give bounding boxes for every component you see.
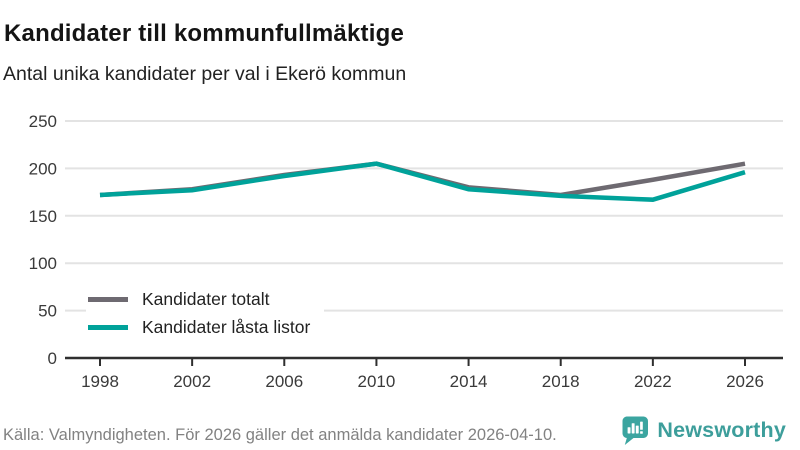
source-note: Källa: Valmyndigheten. För 2026 gäller d…: [3, 426, 557, 444]
x-tick-label: 2022: [634, 372, 672, 391]
x-tick-label: 2006: [265, 372, 303, 391]
series-lines: [99, 161, 746, 202]
y-tick-label: 150: [29, 207, 57, 226]
y-tick-label: 100: [29, 254, 57, 273]
y-tick-label: 50: [38, 302, 57, 321]
legend-item-kandidater-lasta-listor: Kandidater låsta listor: [88, 313, 311, 341]
newsworthy-speech-bubble-bar-chart-icon: [622, 416, 649, 445]
x-tick-label: 2002: [173, 372, 211, 391]
legend-label-total: Kandidater totalt: [142, 288, 270, 309]
legend-swatch-locked-lists-line: [88, 324, 128, 330]
series-line-1: [99, 161, 746, 202]
x-tick-label: 2014: [450, 372, 488, 391]
newsworthy-wordmark: Newsworthy: [657, 417, 786, 442]
x-tick-label: 2026: [726, 372, 764, 391]
y-tick-label: 0: [48, 349, 57, 368]
gridlines: [65, 120, 783, 312]
x-tick-label: 1998: [81, 372, 119, 391]
x-axis: [65, 356, 783, 366]
y-tick-label: 200: [29, 159, 57, 178]
chart-subtitle: Antal unika kandidater per val i Ekerö k…: [3, 63, 407, 85]
legend-item-kandidater-totalt: Kandidater totalt: [88, 285, 311, 313]
legend: Kandidater totalt Kandidater låsta listo…: [86, 283, 325, 343]
legend-label-locked-lists: Kandidater låsta listor: [142, 316, 311, 337]
x-tick-label: 2018: [542, 372, 580, 391]
chart-title: Kandidater till kommunfullmäktige: [4, 20, 404, 48]
y-tick-label: 250: [29, 112, 57, 131]
legend-swatch-total-line: [88, 296, 128, 302]
x-tick-label: 2010: [358, 372, 396, 391]
axis-tick-labels: 0 50 100 150 200 250 1998 2002 2006 2010 2014 2018 2…: [29, 112, 764, 391]
newsworthy-logo: Newsworthy: [620, 414, 786, 446]
